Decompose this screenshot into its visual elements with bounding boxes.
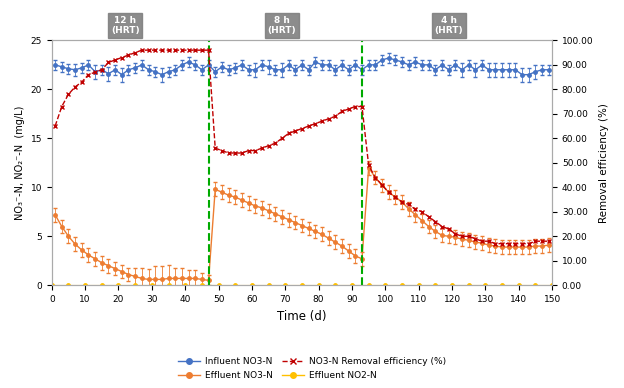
Effluent NO2-N [98, 282, 105, 287]
Effluent NO2-N [48, 282, 56, 287]
Effluent NO2-N [382, 282, 389, 287]
Text: 4 h
(HRT): 4 h (HRT) [434, 16, 463, 35]
Effluent NO2-N [365, 282, 373, 287]
Effluent NO2-N [148, 282, 155, 287]
NO3-N Removal efficiency (%) [91, 70, 99, 74]
Effluent NO2-N [232, 282, 239, 287]
Effluent NO2-N [248, 282, 256, 287]
Effluent NO2-N [465, 282, 472, 287]
Effluent NO2-N [298, 282, 306, 287]
Text: 12 h
(HRT): 12 h (HRT) [111, 16, 140, 35]
Line: Effluent NO2-N: Effluent NO2-N [50, 283, 554, 286]
NO3-N Removal efficiency (%) [445, 227, 452, 231]
Effluent NO2-N [532, 282, 539, 287]
NO3-N Removal efficiency (%) [492, 241, 499, 246]
NO3-N Removal efficiency (%) [452, 232, 459, 236]
NO3-N Removal efficiency (%) [51, 124, 59, 128]
Effluent NO2-N [81, 282, 89, 287]
Effluent NO2-N [499, 282, 506, 287]
Effluent NO2-N [215, 282, 222, 287]
Effluent NO2-N [448, 282, 456, 287]
Effluent NO2-N [515, 282, 522, 287]
Text: 8 h
(HRT): 8 h (HRT) [268, 16, 296, 35]
Effluent NO2-N [281, 282, 289, 287]
Effluent NO2-N [432, 282, 439, 287]
Effluent NO2-N [165, 282, 172, 287]
Effluent NO2-N [115, 282, 122, 287]
Effluent NO2-N [331, 282, 339, 287]
Effluent NO2-N [198, 282, 206, 287]
X-axis label: Time (d): Time (d) [277, 310, 327, 322]
Effluent NO2-N [265, 282, 272, 287]
Effluent NO2-N [398, 282, 406, 287]
NO3-N Removal efficiency (%) [545, 239, 552, 244]
Effluent NO2-N [548, 282, 556, 287]
Y-axis label: Removal efficiency (%): Removal efficiency (%) [599, 103, 609, 223]
Effluent NO2-N [348, 282, 356, 287]
NO3-N Removal efficiency (%) [432, 219, 439, 224]
NO3-N Removal efficiency (%) [138, 48, 145, 52]
Effluent NO2-N [482, 282, 489, 287]
Effluent NO2-N [65, 282, 72, 287]
Effluent NO2-N [182, 282, 189, 287]
Effluent NO2-N [132, 282, 139, 287]
Y-axis label: NO₃⁻-N, NO₂⁻-N  (mg/L): NO₃⁻-N, NO₂⁻-N (mg/L) [15, 106, 25, 220]
Legend: Influent NO3-N, Effluent NO3-N, NO3-N Removal efficiency (%), Effluent NO2-N: Influent NO3-N, Effluent NO3-N, NO3-N Re… [174, 354, 450, 383]
Effluent NO2-N [415, 282, 422, 287]
Effluent NO2-N [315, 282, 323, 287]
NO3-N Removal efficiency (%) [505, 241, 512, 246]
Line: NO3-N Removal efficiency (%): NO3-N Removal efficiency (%) [53, 48, 551, 246]
NO3-N Removal efficiency (%) [465, 234, 472, 239]
